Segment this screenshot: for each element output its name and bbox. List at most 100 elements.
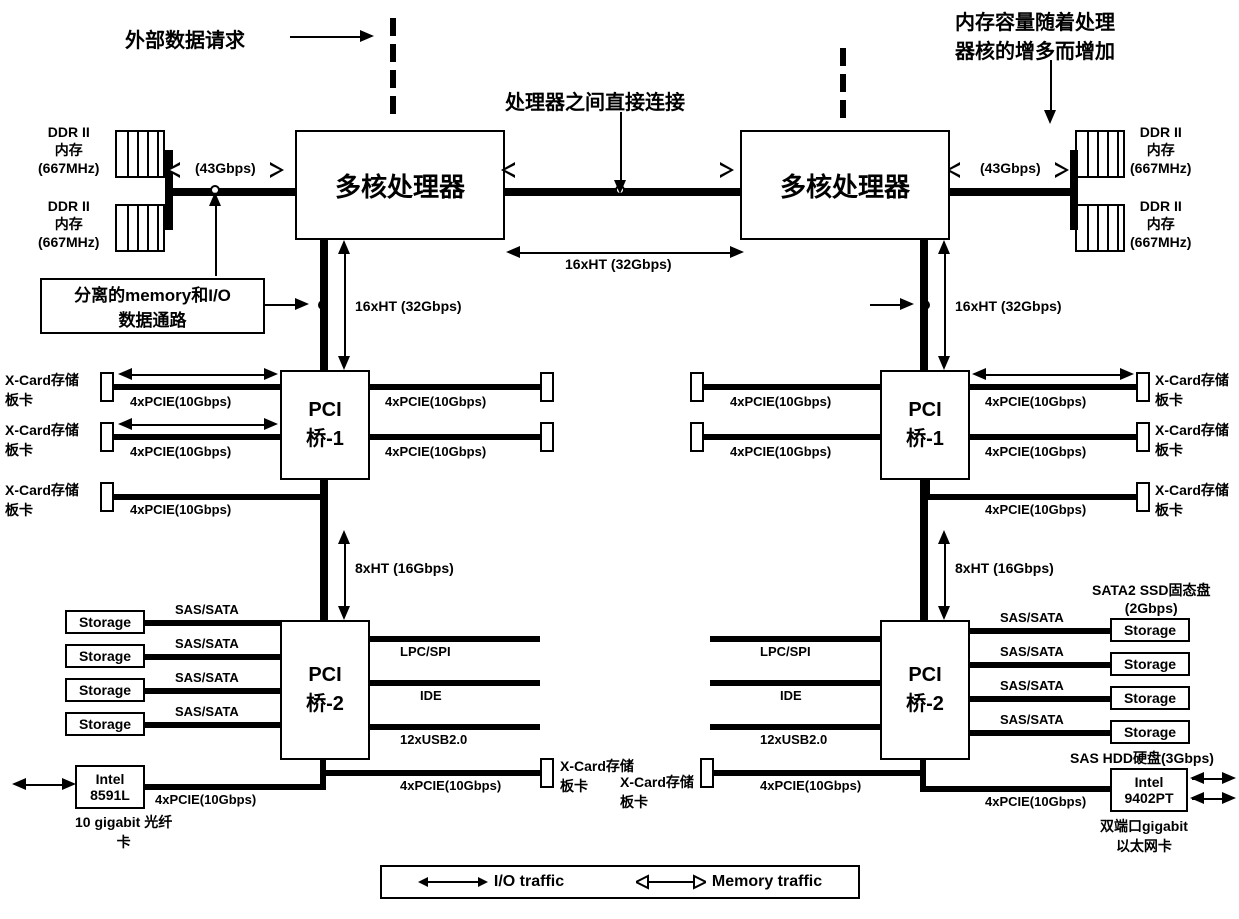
pci-bridge2-right-text: PCI 桥-2	[906, 664, 944, 716]
sas-r4	[970, 730, 1110, 736]
mem-bw-left: (43Gbps)	[195, 160, 256, 176]
pci-bridge2-right: PCI 桥-2	[880, 620, 970, 760]
pcie-intel-left-v	[320, 760, 326, 790]
pci1-pci2-left-down	[338, 606, 350, 620]
cpu-pci1-right-up	[938, 240, 950, 254]
pcie-r1r-3-label: 4xPCIE(10Gbps)	[985, 502, 1086, 517]
xcard-slot-r2	[1136, 422, 1150, 452]
pcie-l1	[114, 384, 280, 390]
mem-scale-arrow-line	[1050, 60, 1052, 110]
ht16-left-label: 16xHT (32Gbps)	[355, 298, 462, 314]
pcie-r-bot-label: 4xPCIE(10Gbps)	[760, 778, 861, 793]
xcard-slot-l1r-top	[540, 372, 554, 402]
ddr-label-tl: DDR II 内存 (667MHz)	[38, 124, 99, 176]
io-arrow-icon	[418, 875, 488, 889]
sas-r2-label: SAS/SATA	[1000, 644, 1064, 659]
storage-l3-text: Storage	[79, 682, 131, 698]
mem-bus-left	[165, 188, 295, 196]
storage-l4-text: Storage	[79, 716, 131, 732]
legend-box: I/O traffic Memory traffic	[380, 865, 860, 899]
mem-scale-text: 内存容量随着处理 器核的增多而增加	[955, 12, 1115, 63]
pci-bridge2-left: PCI 桥-2	[280, 620, 370, 760]
usb-r	[710, 724, 880, 730]
intel-right-ext2-ar	[1222, 792, 1236, 804]
lpc-l-label: LPC/SPI	[400, 644, 451, 659]
pcie-l1r-top	[370, 384, 540, 390]
pcie-l1-al	[118, 368, 132, 380]
storage-l1-text: Storage	[79, 614, 131, 630]
sas-r4-label: SAS/SATA	[1000, 712, 1064, 727]
intel-right-ext1-ar	[1222, 772, 1236, 784]
pci1-pci2-left	[320, 480, 328, 620]
dash-left-1	[390, 18, 396, 36]
storage-l1: Storage	[65, 610, 145, 634]
xcard-l3-label: X-Card存储 板卡	[5, 480, 79, 520]
xcard-slot-rbot	[700, 758, 714, 788]
pci1-pci2-right-up	[938, 530, 950, 544]
xcard-r1-label: X-Card存储 板卡	[1155, 370, 1229, 410]
fiber-card-label: 10 gigabit 光纤 卡	[75, 812, 172, 852]
intel-left-ext-al	[12, 778, 26, 790]
storage-l3: Storage	[65, 678, 145, 702]
pcie-r1r-1-al	[972, 368, 986, 380]
xcard-l1-label: X-Card存储 板卡	[5, 370, 79, 410]
sas-l1-label: SAS/SATA	[175, 602, 239, 617]
ide-r-label: IDE	[780, 688, 802, 703]
legend-io-text: I/O traffic	[494, 873, 564, 891]
intel-left-text: Intel 8591L	[90, 771, 130, 803]
storage-r2: Storage	[1110, 652, 1190, 676]
split-path-box: 分离的memory和I/O 数据通路	[40, 278, 265, 334]
xcard-slot-r1l-bot	[690, 422, 704, 452]
dash-right-1	[840, 48, 846, 66]
sas-l1	[145, 620, 280, 626]
xcard-slot-l3	[100, 482, 114, 512]
xcard-slot-lbot	[540, 758, 554, 788]
pcie-l1r-top-label: 4xPCIE(10Gbps)	[385, 394, 486, 409]
processor-right: 多核处理器	[740, 130, 950, 240]
dash-right-2	[840, 74, 846, 92]
processor-left-text: 多核处理器	[335, 167, 465, 204]
xcard-slot-r1l-top	[690, 372, 704, 402]
xcard-slot-r3	[1136, 482, 1150, 512]
pci-bridge1-right-text: PCI 桥-1	[906, 399, 944, 451]
pci1-pci2-right-down	[938, 606, 950, 620]
pci-bridge1-right: PCI 桥-1	[880, 370, 970, 480]
storage-r1-text: Storage	[1124, 622, 1176, 638]
sas-r1-label: SAS/SATA	[1000, 610, 1064, 625]
sas-r3	[970, 696, 1110, 702]
pcie-intel-right	[926, 786, 1110, 792]
lpc-r-label: LPC/SPI	[760, 644, 811, 659]
storage-r4: Storage	[1110, 720, 1190, 744]
sas-l4	[145, 722, 280, 728]
cpu-pci1-left-down	[338, 356, 350, 370]
split-up-line	[215, 198, 217, 276]
processor-right-text: 多核处理器	[780, 167, 910, 204]
ddr-module-bottom-right	[1075, 204, 1125, 252]
pci1-pci2-right-thin	[944, 540, 946, 610]
lpc-r	[710, 636, 880, 642]
xcard-l2-label: X-Card存储 板卡	[5, 420, 79, 460]
sas-l3-label: SAS/SATA	[175, 670, 239, 685]
ddr-label-bl: DDR II 内存 (667MHz)	[38, 198, 99, 250]
pcie-r1r-1-thin	[985, 374, 1120, 376]
ddr-module-bottom-left	[115, 204, 165, 252]
split-arrow-line-r	[870, 304, 900, 306]
lpc-l	[370, 636, 540, 642]
usb-l-label: 12xUSB2.0	[400, 732, 467, 747]
pci-bridge1-left: PCI 桥-1	[280, 370, 370, 480]
sas-l3	[145, 688, 280, 694]
storage-l2: Storage	[65, 644, 145, 668]
ht8-right-label: 8xHT (16Gbps)	[955, 560, 1054, 576]
pcie-r1r-3	[924, 494, 1136, 500]
pcie-l3-label: 4xPCIE(10Gbps)	[130, 502, 231, 517]
xcard-slot-l2	[100, 422, 114, 452]
storage-l2-text: Storage	[79, 648, 131, 664]
pcie-l2-thin	[130, 424, 265, 426]
split-path-text: 分离的memory和I/O 数据通路	[74, 281, 231, 331]
interconnect-thin-r	[730, 246, 744, 258]
dash-right-3	[840, 100, 846, 118]
storage-r3-text: Storage	[1124, 690, 1176, 706]
ssd-note: SATA2 SSD固态盘 (2Gbps)	[1092, 580, 1211, 616]
cpu-pci1-right-down	[938, 356, 950, 370]
pcie-l-bot	[326, 770, 540, 776]
